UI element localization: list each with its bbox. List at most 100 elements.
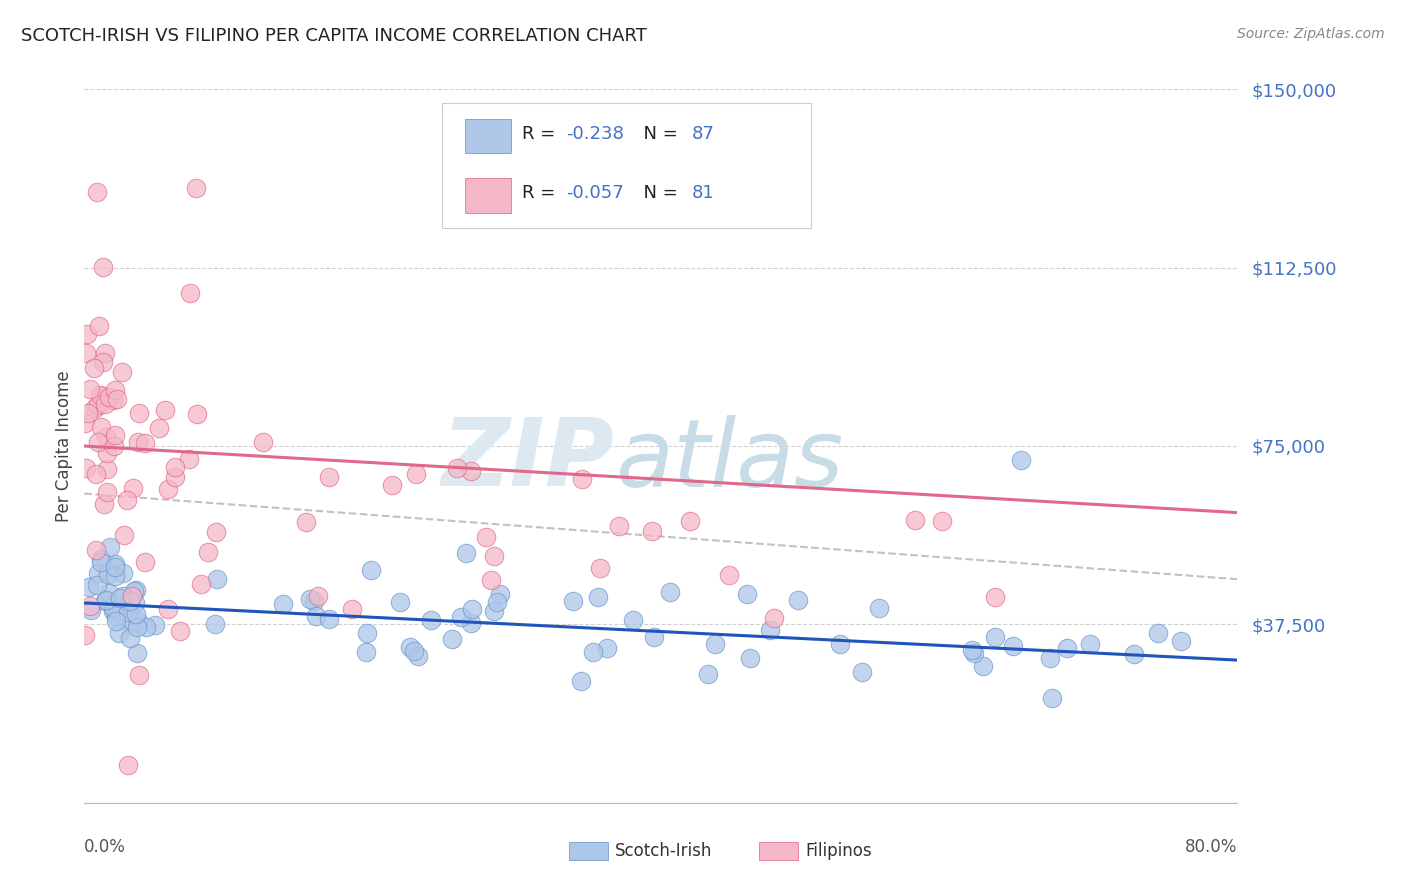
- Point: [90, 555, 112, 569]
- Point: [93, 497, 115, 511]
- Point: [460, 602, 482, 616]
- Text: 0.0%: 0.0%: [84, 838, 127, 856]
- Point: [482, 604, 505, 618]
- Point: [360, 563, 382, 577]
- Point: [718, 568, 741, 582]
- Point: [1039, 651, 1062, 665]
- Point: [111, 589, 134, 603]
- Point: [479, 573, 502, 587]
- Point: [120, 631, 142, 645]
- Point: [93, 397, 115, 411]
- Text: R =: R =: [523, 184, 561, 202]
- Point: [984, 630, 1007, 644]
- FancyBboxPatch shape: [441, 103, 811, 228]
- Point: [112, 527, 135, 541]
- Point: [1002, 640, 1025, 654]
- Point: [179, 285, 201, 300]
- Text: SCOTCH-IRISH VS FILIPINO PER CAPITA INCOME CORRELATION CHART: SCOTCH-IRISH VS FILIPINO PER CAPITA INCO…: [21, 27, 647, 45]
- FancyBboxPatch shape: [568, 842, 607, 860]
- FancyBboxPatch shape: [465, 120, 510, 153]
- Point: [420, 613, 443, 627]
- Point: [127, 615, 149, 629]
- Point: [356, 625, 378, 640]
- Point: [148, 421, 170, 435]
- Point: [86, 566, 108, 581]
- Point: [398, 640, 420, 655]
- Point: [75, 417, 97, 431]
- Point: [89, 319, 111, 334]
- Text: Scotch-Irish: Scotch-Irish: [614, 842, 711, 860]
- Point: [79, 382, 101, 396]
- Text: 80.0%: 80.0%: [1185, 838, 1237, 856]
- Point: [354, 645, 377, 659]
- Point: [157, 482, 180, 496]
- Point: [118, 594, 141, 608]
- Point: [97, 566, 120, 581]
- Point: [197, 545, 219, 559]
- Text: -0.057: -0.057: [567, 184, 624, 202]
- Text: 81: 81: [692, 184, 714, 202]
- Text: Filipinos: Filipinos: [806, 842, 872, 860]
- Point: [143, 618, 166, 632]
- Point: [101, 600, 124, 615]
- Point: [156, 602, 179, 616]
- Text: N =: N =: [633, 184, 683, 202]
- Point: [86, 578, 108, 592]
- Point: [125, 582, 148, 597]
- Point: [740, 650, 762, 665]
- Point: [104, 609, 127, 624]
- Point: [97, 390, 120, 404]
- Point: [298, 592, 321, 607]
- Point: [87, 398, 110, 412]
- Point: [696, 667, 718, 681]
- Point: [125, 646, 148, 660]
- Point: [658, 584, 681, 599]
- Point: [1040, 690, 1063, 705]
- Point: [127, 435, 149, 450]
- Point: [207, 572, 229, 586]
- Point: [586, 590, 609, 604]
- Text: 87: 87: [692, 125, 714, 143]
- Point: [972, 659, 994, 673]
- Point: [402, 644, 425, 658]
- Point: [340, 602, 363, 616]
- Point: [122, 481, 145, 495]
- Point: [489, 587, 512, 601]
- Point: [153, 402, 176, 417]
- Point: [271, 597, 294, 611]
- Point: [134, 556, 156, 570]
- Point: [93, 260, 115, 274]
- Point: [204, 617, 226, 632]
- FancyBboxPatch shape: [759, 842, 799, 860]
- Point: [104, 614, 127, 628]
- Point: [104, 559, 127, 574]
- Point: [389, 595, 412, 609]
- Point: [112, 612, 135, 626]
- Point: [1170, 634, 1192, 648]
- Point: [295, 516, 318, 530]
- Point: [125, 620, 148, 634]
- Point: [76, 327, 98, 342]
- Point: [381, 478, 404, 492]
- Point: [643, 630, 665, 644]
- Point: [759, 624, 782, 638]
- Point: [125, 607, 148, 621]
- Point: [75, 461, 97, 475]
- Point: [83, 361, 105, 376]
- Point: [931, 514, 953, 528]
- Point: [76, 406, 98, 420]
- Point: [1147, 625, 1170, 640]
- Point: [84, 543, 107, 558]
- Point: [124, 596, 146, 610]
- Point: [101, 604, 124, 618]
- Point: [318, 470, 340, 484]
- Point: [111, 365, 134, 379]
- Point: [128, 667, 150, 681]
- Point: [562, 594, 585, 608]
- Point: [117, 757, 139, 772]
- Point: [94, 430, 117, 444]
- Point: [405, 467, 427, 481]
- Point: [104, 569, 127, 583]
- Point: [1078, 637, 1101, 651]
- Point: [482, 549, 505, 564]
